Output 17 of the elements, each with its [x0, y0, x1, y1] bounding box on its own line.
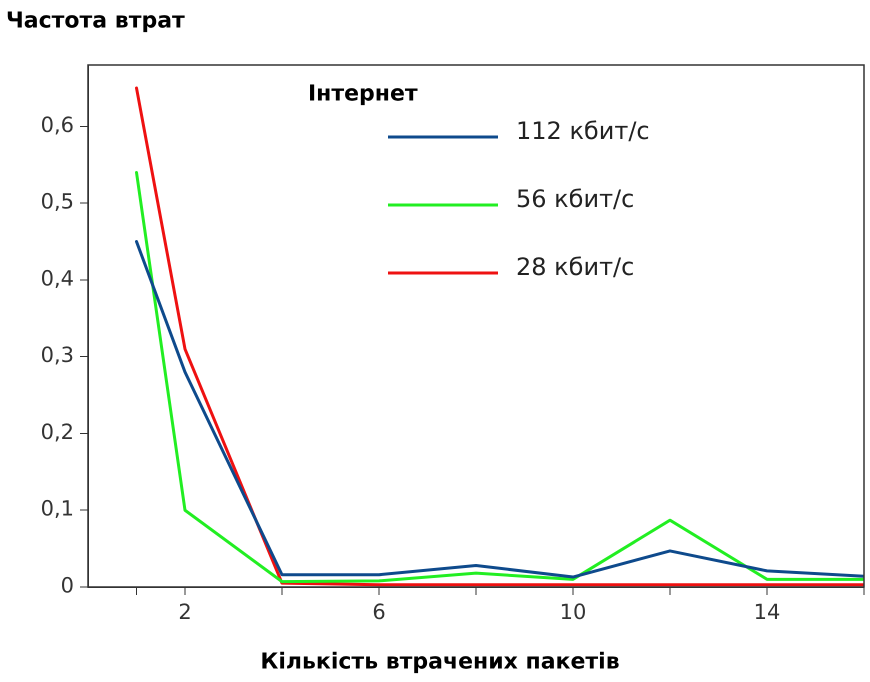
legend-label: 56 кбит/с — [516, 185, 634, 214]
x-tick-label: 2 — [178, 600, 192, 624]
legend-label: 28 кбит/с — [516, 253, 634, 282]
x-tick-label: 6 — [372, 600, 386, 624]
x-axis-title: Кількість втрачених пакетів — [260, 650, 620, 675]
y-tick-label: 0,3 — [40, 343, 74, 368]
y-tick-label: 0,1 — [40, 496, 74, 521]
y-tick-label: 0 — [60, 573, 74, 598]
chart-title: Частота втрат — [6, 8, 186, 34]
y-tick-label: 0,2 — [40, 420, 74, 444]
x-tick-label: 14 — [754, 600, 780, 624]
x-tick-label: 10 — [560, 600, 586, 624]
y-tick-label: 0,4 — [40, 266, 74, 290]
legend-title: Інтернет — [308, 82, 418, 107]
y-tick-label: 0,6 — [40, 112, 74, 137]
y-tick-label: 0,5 — [40, 190, 74, 214]
legend-label: 112 кбит/с — [516, 117, 650, 146]
